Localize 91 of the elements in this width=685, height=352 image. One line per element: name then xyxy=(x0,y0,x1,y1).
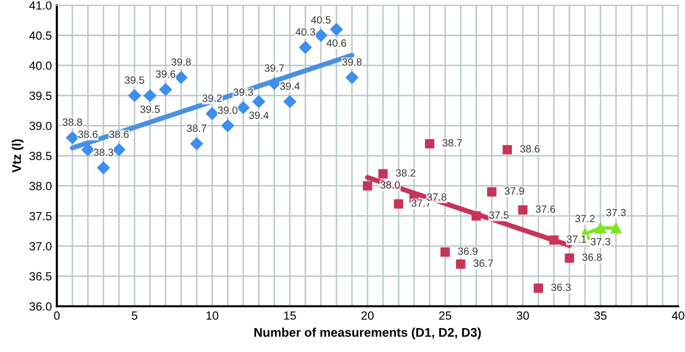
point xyxy=(330,22,344,36)
data-label: 39.2 xyxy=(202,94,222,102)
point xyxy=(502,145,512,154)
data-label: 40.3 xyxy=(295,28,316,36)
point xyxy=(298,40,312,54)
x-tick-label: 15 xyxy=(284,312,296,320)
data-label: 37.5 xyxy=(489,211,509,219)
y-tick-label: 41.0 xyxy=(29,1,52,10)
x-tick-label: 40 xyxy=(672,311,684,320)
point xyxy=(236,101,250,114)
point xyxy=(564,253,574,263)
y-tick-label: 40.0 xyxy=(29,62,52,70)
y-tick-label: 36.5 xyxy=(29,272,52,281)
point xyxy=(345,70,359,84)
data-label: 37.1 xyxy=(566,235,586,243)
point xyxy=(456,259,466,269)
data-label: 39.4 xyxy=(280,82,300,90)
data-label: 36.9 xyxy=(458,247,478,255)
data-label: 39.5 xyxy=(140,106,160,113)
data-label: 38.7 xyxy=(442,139,462,147)
x-tick-label: 35 xyxy=(594,311,607,320)
data-label: 36.7 xyxy=(474,260,493,267)
point xyxy=(610,222,622,234)
y-tick-label: 40.5 xyxy=(29,31,52,40)
point xyxy=(143,88,157,102)
point xyxy=(206,107,219,120)
data-label: 40.6 xyxy=(326,39,346,47)
point xyxy=(487,187,496,197)
x-tick-label: 10 xyxy=(206,311,218,320)
point xyxy=(378,169,388,178)
point xyxy=(283,95,296,108)
data-label: 37.3 xyxy=(606,208,626,216)
data-label: 39.8 xyxy=(342,58,362,66)
point xyxy=(81,143,95,156)
point xyxy=(518,205,528,215)
y-tick-label: 39.0 xyxy=(29,122,52,130)
data-label: 38.7 xyxy=(186,124,206,132)
data-label: 38.0 xyxy=(380,181,400,189)
point xyxy=(190,137,204,150)
data-label: 38.3 xyxy=(94,148,114,156)
data-label: 40.5 xyxy=(311,16,331,24)
point xyxy=(314,28,328,42)
point xyxy=(128,88,142,102)
data-label: 37.2 xyxy=(575,214,595,222)
point xyxy=(394,199,404,209)
data-label: 37.3 xyxy=(590,238,610,246)
data-label: 38.8 xyxy=(62,118,82,126)
point xyxy=(440,247,450,257)
point xyxy=(424,139,434,148)
data-label: 38.2 xyxy=(396,169,416,177)
data-label: 39.8 xyxy=(171,58,191,66)
point xyxy=(472,211,481,221)
point xyxy=(534,284,544,293)
y-tick-label: 37.5 xyxy=(29,212,52,220)
data-label: 38.6 xyxy=(520,145,540,153)
point xyxy=(268,76,281,90)
point xyxy=(252,95,266,108)
data-label: 39.7 xyxy=(264,64,284,72)
y-tick-label: 38.5 xyxy=(29,152,52,160)
data-label: 39.3 xyxy=(234,88,253,96)
x-tick-label: 20 xyxy=(362,311,374,320)
data-label: 39.4 xyxy=(249,112,269,119)
x-tick-label: 30 xyxy=(516,311,529,320)
data-label: 39.5 xyxy=(124,76,144,84)
y-axis-title: Vtz (l) xyxy=(12,139,24,173)
data-label: 37.6 xyxy=(536,205,556,213)
data-label: 39.0 xyxy=(218,106,238,114)
data-label: 37.8 xyxy=(426,193,446,201)
x-tick-label: 25 xyxy=(439,311,452,320)
data-label: 37.9 xyxy=(504,187,524,195)
x-tick-label: 0 xyxy=(54,311,60,320)
data-label: 36.8 xyxy=(582,254,602,261)
point xyxy=(66,131,79,144)
point xyxy=(549,235,559,245)
data-label: 36.3 xyxy=(551,284,571,291)
point xyxy=(221,119,234,132)
point xyxy=(96,161,110,174)
x-tick-label: 5 xyxy=(132,312,138,320)
point xyxy=(594,222,606,234)
y-tick-label: 37.0 xyxy=(29,242,52,250)
x-axis-title: Number of measurements (D1, D2, D3) xyxy=(254,328,481,340)
data-label: 39.6 xyxy=(156,70,176,78)
y-tick-label: 36.0 xyxy=(29,302,52,311)
point xyxy=(112,143,126,156)
data-label: 38.6 xyxy=(109,130,129,138)
y-tick-label: 38.0 xyxy=(29,182,52,190)
point xyxy=(174,70,188,84)
data-label: 38.6 xyxy=(78,130,98,138)
point xyxy=(158,82,172,96)
point xyxy=(362,181,372,191)
y-tick-label: 39.5 xyxy=(29,92,52,100)
